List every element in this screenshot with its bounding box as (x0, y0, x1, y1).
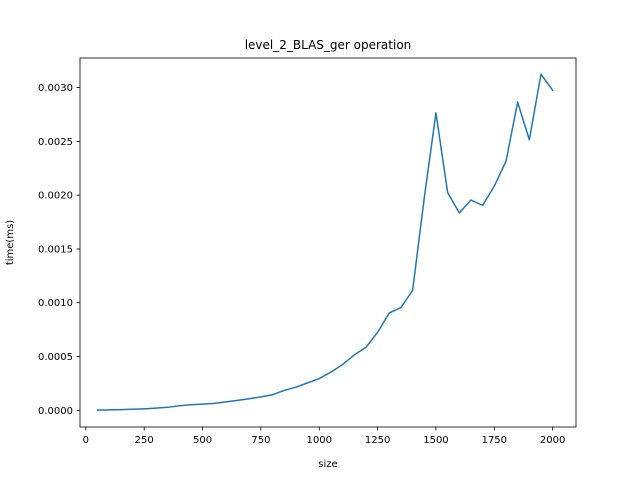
x-tick-label: 1000 (307, 435, 332, 446)
series-line (96, 73, 554, 411)
plot-area (96, 73, 554, 411)
axes-frame (79, 57, 577, 428)
x-tick-label: 250 (135, 435, 154, 446)
x-tick-label: 750 (251, 435, 270, 446)
y-axis-ticks: 0.0000 0.0005 0.0010 0.0015 0.0020 0.0025 0.00… (38, 83, 80, 417)
y-tick-label: 0.0015 (38, 244, 73, 255)
x-tick-label: 1750 (482, 435, 507, 446)
x-tick-label: 1250 (365, 435, 390, 446)
y-tick-label: 0.0010 (38, 298, 73, 309)
x-tick-label: 0 (83, 435, 89, 446)
x-tick-label: 1500 (423, 435, 448, 446)
y-tick-label: 0.0005 (38, 352, 73, 363)
chart-title: level_2_BLAS_ger operation (245, 38, 412, 52)
x-axis-label: size (318, 459, 337, 470)
x-tick-label: 2000 (540, 435, 565, 446)
y-axis-label: time(ms) (5, 220, 16, 265)
y-tick-label: 0.0025 (38, 137, 73, 148)
y-tick-label: 0.0020 (38, 191, 73, 202)
y-tick-label: 0.0000 (38, 406, 73, 417)
x-tick-label: 500 (193, 435, 212, 446)
y-tick-label: 0.0030 (38, 83, 73, 94)
x-axis-ticks: 0 250 500 750 1000 1250 1500 1750 2000 (83, 427, 565, 446)
